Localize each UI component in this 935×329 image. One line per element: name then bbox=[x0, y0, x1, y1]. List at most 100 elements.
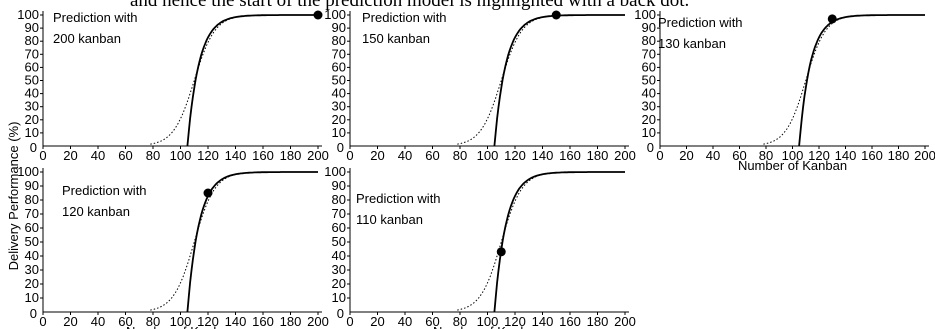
y-tick-label: 50 bbox=[25, 73, 39, 88]
x-tick-label: 180 bbox=[280, 148, 302, 163]
x-axis-label: Number of Kanban bbox=[738, 158, 847, 173]
x-tick-label: 60 bbox=[425, 314, 439, 329]
x-tick-label: 80 bbox=[759, 148, 773, 163]
x-tick-label: 100 bbox=[170, 148, 192, 163]
x-tick-label: 0 bbox=[346, 148, 353, 163]
x-tick-label: 40 bbox=[398, 314, 412, 329]
y-tick-label: 80 bbox=[642, 33, 656, 48]
y-tick-label: 20 bbox=[25, 276, 39, 291]
y-tick-label: 20 bbox=[332, 112, 346, 127]
x-tick-label: 0 bbox=[656, 148, 663, 163]
x-tick-label: 160 bbox=[861, 148, 883, 163]
y-tick-label: 40 bbox=[25, 86, 39, 101]
y-tick-label: 80 bbox=[332, 33, 346, 48]
y-tick-label: 100 bbox=[17, 164, 39, 179]
y-tick-label: 90 bbox=[332, 178, 346, 193]
x-tick-label: 120 bbox=[504, 148, 526, 163]
x-tick-label: 80 bbox=[146, 314, 160, 329]
y-axis-label: Delivery Performance (%) bbox=[6, 122, 21, 271]
prediction-start-dot bbox=[551, 10, 561, 20]
x-tick-label: 40 bbox=[706, 148, 720, 163]
y-tick-label: 40 bbox=[25, 248, 39, 263]
x-tick-label: 120 bbox=[504, 314, 526, 329]
x-tick-label: 160 bbox=[559, 148, 581, 163]
x-tick-label: 60 bbox=[118, 314, 132, 329]
x-tick-label: 80 bbox=[453, 314, 467, 329]
y-tick-label: 30 bbox=[25, 99, 39, 114]
y-tick-label: 70 bbox=[25, 46, 39, 61]
annotation-line-1: Prediction with bbox=[658, 15, 743, 30]
y-tick-label: 100 bbox=[324, 7, 346, 22]
x-tick-label: 20 bbox=[679, 148, 693, 163]
y-tick-label: 20 bbox=[642, 112, 656, 127]
y-tick-label: 60 bbox=[25, 59, 39, 74]
y-tick-label: 100 bbox=[324, 164, 346, 179]
y-tick-label: 70 bbox=[332, 206, 346, 221]
x-tick-label: 200 bbox=[307, 314, 329, 329]
x-tick-label: 160 bbox=[252, 148, 274, 163]
y-tick-label: 30 bbox=[332, 262, 346, 277]
y-tick-label: 10 bbox=[332, 125, 346, 140]
y-tick-label: 80 bbox=[332, 192, 346, 207]
prediction-start-dot bbox=[496, 247, 506, 257]
x-tick-label: 20 bbox=[370, 148, 384, 163]
x-tick-label: 0 bbox=[346, 314, 353, 329]
x-tick-label: 200 bbox=[307, 148, 329, 163]
annotation-line-2: 150 kanban bbox=[362, 31, 430, 46]
y-tick-label: 0 bbox=[30, 140, 37, 155]
x-tick-label: 180 bbox=[587, 314, 609, 329]
annotation-line-1: Prediction with bbox=[62, 183, 147, 198]
x-tick-label: 140 bbox=[532, 148, 554, 163]
y-tick-label: 10 bbox=[25, 125, 39, 140]
x-tick-label: 20 bbox=[63, 314, 77, 329]
y-tick-label: 80 bbox=[25, 33, 39, 48]
x-tick-label: 0 bbox=[39, 314, 46, 329]
x-tick-label: 20 bbox=[370, 314, 384, 329]
prediction-curve bbox=[493, 171, 625, 313]
y-tick-label: 50 bbox=[642, 73, 656, 88]
x-tick-label: 100 bbox=[477, 314, 499, 329]
y-tick-label: 20 bbox=[332, 276, 346, 291]
x-tick-label: 100 bbox=[170, 314, 192, 329]
x-tick-label: 120 bbox=[808, 148, 830, 163]
y-tick-label: 0 bbox=[337, 306, 344, 321]
y-tick-label: 10 bbox=[642, 125, 656, 140]
x-tick-label: 120 bbox=[197, 148, 219, 163]
x-tick-label: 140 bbox=[225, 314, 247, 329]
x-axis-label: Number of Kanban bbox=[126, 324, 235, 329]
y-tick-label: 40 bbox=[332, 86, 346, 101]
x-tick-label: 20 bbox=[63, 148, 77, 163]
y-tick-label: 50 bbox=[332, 73, 346, 88]
x-tick-label: 180 bbox=[888, 148, 910, 163]
x-tick-label: 200 bbox=[614, 148, 636, 163]
x-tick-label: 80 bbox=[453, 148, 467, 163]
annotation-line-1: Prediction with bbox=[362, 10, 447, 25]
reference-curve-dotted bbox=[150, 171, 318, 311]
x-tick-label: 200 bbox=[914, 148, 935, 163]
y-tick-label: 90 bbox=[332, 20, 346, 35]
y-tick-label: 80 bbox=[25, 192, 39, 207]
x-tick-label: 60 bbox=[732, 148, 746, 163]
x-tick-label: 160 bbox=[252, 314, 274, 329]
y-tick-label: 90 bbox=[642, 20, 656, 35]
x-tick-label: 40 bbox=[91, 148, 105, 163]
y-tick-label: 50 bbox=[25, 234, 39, 249]
y-tick-label: 0 bbox=[30, 306, 37, 321]
y-tick-label: 0 bbox=[647, 140, 654, 155]
y-tick-label: 70 bbox=[642, 46, 656, 61]
annotation-line-1: Prediction with bbox=[53, 10, 138, 25]
y-tick-label: 100 bbox=[17, 7, 39, 22]
x-tick-label: 100 bbox=[477, 148, 499, 163]
x-tick-label: 200 bbox=[614, 314, 636, 329]
y-tick-label: 70 bbox=[332, 46, 346, 61]
figure-caption: and hence the start of the prediction mo… bbox=[130, 0, 690, 11]
y-tick-label: 60 bbox=[332, 59, 346, 74]
x-tick-label: 100 bbox=[782, 148, 804, 163]
prediction-curve bbox=[798, 14, 925, 147]
